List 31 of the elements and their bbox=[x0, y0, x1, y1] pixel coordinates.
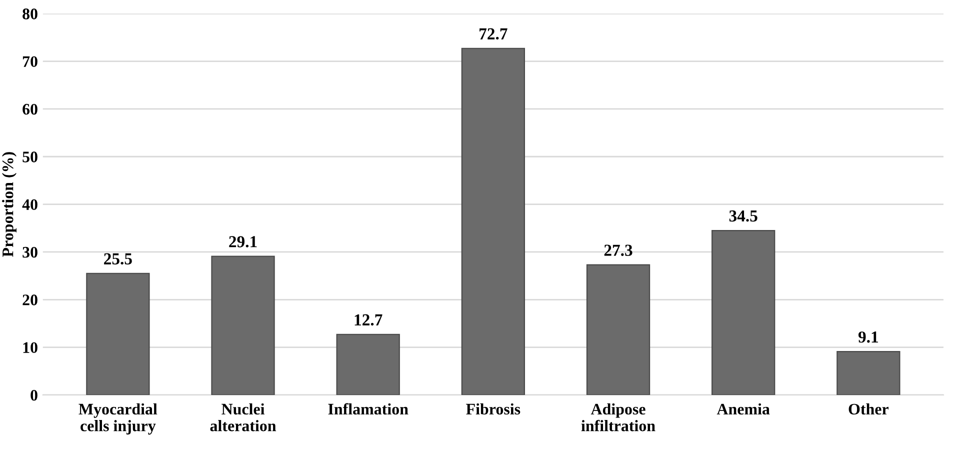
bar bbox=[86, 272, 150, 395]
y-tick-label: 10 bbox=[23, 342, 38, 354]
bar bbox=[586, 264, 650, 395]
x-tick-label: Fibrosis bbox=[466, 403, 520, 415]
data-label: 25.5 bbox=[104, 253, 132, 265]
data-label: 9.1 bbox=[858, 331, 878, 343]
data-label: 12.7 bbox=[354, 314, 382, 326]
bar bbox=[461, 48, 526, 395]
bar bbox=[712, 230, 776, 395]
x-tick-label: Anemia bbox=[716, 403, 770, 415]
x-tick-label: Myocardial cells injury bbox=[78, 403, 158, 435]
data-label: 27.3 bbox=[604, 244, 632, 256]
y-axis-title: Proportion (%) bbox=[2, 152, 16, 257]
y-tick-label: 60 bbox=[22, 104, 38, 115]
data-label: 29.1 bbox=[229, 236, 257, 248]
data-label: 72.7 bbox=[480, 28, 508, 40]
x-tick-label: Inflamation bbox=[328, 403, 408, 415]
y-tick-label: 80 bbox=[22, 8, 38, 20]
x-tick-label: Other bbox=[848, 403, 888, 415]
data-label: 34.5 bbox=[729, 210, 758, 222]
bar bbox=[211, 256, 275, 395]
y-tick-label: 20 bbox=[22, 294, 38, 306]
y-tick-label: 0 bbox=[30, 390, 38, 401]
y-tick-label: 40 bbox=[22, 199, 38, 210]
x-tick-label: Adipose infiltration bbox=[581, 403, 656, 432]
y-tick-label: 30 bbox=[22, 246, 38, 258]
y-tick-label: 70 bbox=[22, 56, 38, 67]
bar bbox=[836, 351, 900, 395]
x-tick-label: Nuclei alteration bbox=[210, 403, 276, 432]
bar bbox=[336, 334, 400, 395]
y-tick-label: 50 bbox=[22, 152, 38, 162]
